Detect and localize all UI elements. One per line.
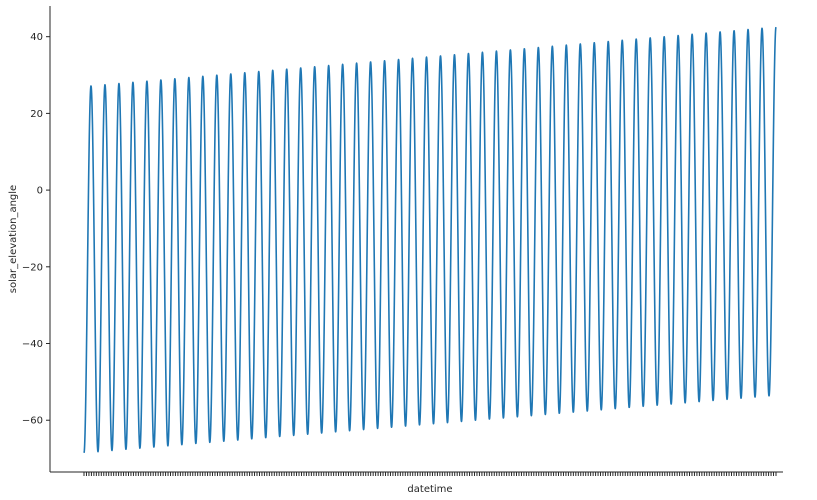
- y-tick-label: 0: [37, 186, 43, 197]
- y-tick-label: −60: [22, 416, 43, 427]
- y-tick-label: −20: [22, 262, 43, 273]
- y-tick-label: 40: [30, 32, 43, 43]
- y-tick-label: −40: [22, 339, 43, 350]
- y-tick-label: 20: [30, 109, 43, 120]
- series-line: [83, 26, 777, 454]
- x-ticks: [83, 472, 777, 476]
- y-axis-label: solar_elevation_angle: [8, 185, 19, 293]
- x-axis-label: datetime: [407, 484, 452, 495]
- y-ticks: −60 −40 −20 0 20 40: [22, 32, 50, 427]
